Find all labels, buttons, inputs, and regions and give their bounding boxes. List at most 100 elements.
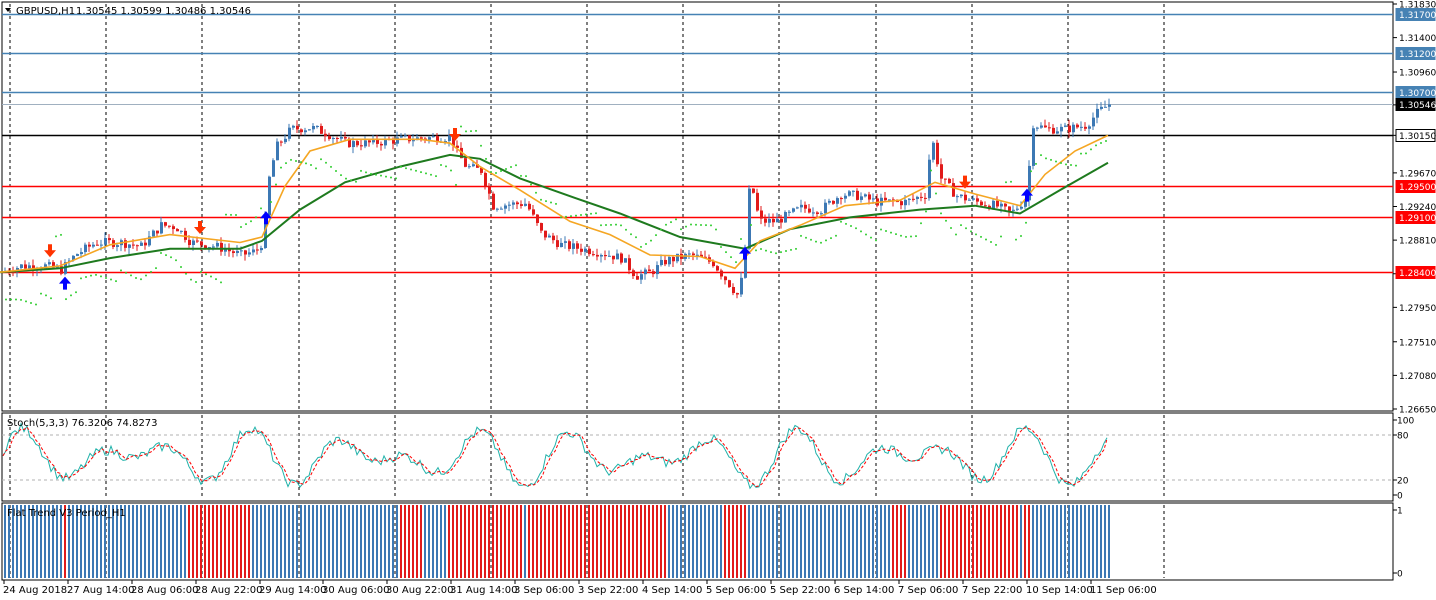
- flat-trend-bar: [384, 505, 386, 578]
- collapse-triangle-icon[interactable]: [5, 8, 11, 12]
- flat-trend-bar: [80, 505, 82, 578]
- flat-trend-bar: [888, 505, 890, 578]
- psar-dot: [880, 228, 882, 231]
- psar-dot: [45, 294, 47, 297]
- flat-trend-bar: [60, 505, 62, 578]
- candle-body: [452, 135, 455, 146]
- psar-dot: [380, 174, 382, 177]
- candle-body: [132, 244, 135, 246]
- flat-trend-bar: [952, 505, 954, 578]
- candle-body: [912, 198, 915, 200]
- psar-dot: [315, 167, 317, 170]
- candle-body: [240, 250, 243, 252]
- candle-body: [488, 186, 491, 194]
- psar-dot: [250, 220, 252, 223]
- flat-trend-bar: [912, 505, 914, 578]
- flat-trend-bar: [352, 505, 354, 578]
- psar-dot: [110, 278, 112, 281]
- psar-dot: [140, 278, 142, 281]
- candle-body: [292, 125, 295, 128]
- psar-dot: [415, 169, 417, 172]
- psar-dot: [105, 276, 107, 279]
- flat-trend-bar: [528, 505, 530, 578]
- psar-dot: [965, 227, 967, 230]
- psar-dot: [830, 237, 832, 240]
- flat-trend-bar: [476, 505, 478, 578]
- flat-trend-bar: [208, 505, 210, 578]
- flat-trend-bar: [432, 505, 434, 578]
- flat-trend-bar: [880, 505, 882, 578]
- psar-dot: [215, 278, 217, 281]
- candle-body: [484, 172, 487, 187]
- candle-body: [336, 138, 339, 140]
- flat-trend-bar: [632, 505, 634, 578]
- candle-body: [692, 253, 695, 256]
- stochastic-main-line: [2, 422, 1108, 490]
- candle-body: [724, 276, 727, 281]
- flat-trend-bar: [72, 505, 74, 578]
- psar-dot: [695, 223, 697, 226]
- flat-trend-bar: [20, 505, 22, 578]
- psar-dot: [930, 169, 932, 172]
- flat-trend-bar: [196, 505, 198, 578]
- psar-dot: [480, 144, 482, 147]
- stochastic-panel[interactable]: [1, 412, 1394, 502]
- candle-body: [392, 139, 395, 144]
- flat-trend-bar: [768, 505, 770, 578]
- flat-trend-bar: [980, 505, 982, 578]
- candle-body: [256, 249, 259, 251]
- candle-body: [544, 230, 547, 238]
- candle-body: [76, 254, 79, 256]
- psar-dot: [270, 201, 272, 204]
- price-tick-label: 1.29240: [1399, 203, 1436, 213]
- main-price-panel[interactable]: [1, 1, 1394, 412]
- candle-body: [32, 265, 35, 271]
- candle-body: [108, 238, 111, 241]
- flat-trend-bar: [740, 505, 742, 578]
- psar-dot: [190, 278, 192, 281]
- psar-dot: [870, 236, 872, 239]
- sell-arrow-icon: [449, 127, 461, 141]
- candle-body: [980, 201, 983, 206]
- candle-body: [360, 145, 363, 147]
- price-tick-label: 1.28810: [1399, 237, 1436, 247]
- flat-trend-bar: [328, 505, 330, 578]
- flat-trend-bar: [652, 505, 654, 578]
- flat-trend-bar: [896, 505, 898, 578]
- psar-dot: [15, 298, 17, 301]
- candle-body: [96, 244, 99, 246]
- candle-body: [740, 277, 743, 295]
- time-label: 7 Sep 06:00: [898, 585, 958, 596]
- psar-dot: [525, 175, 527, 178]
- flat-trend-bar: [380, 505, 382, 578]
- psar-dot: [440, 163, 442, 166]
- flat-trend-bar: [736, 505, 738, 578]
- psar-dot: [285, 162, 287, 165]
- candle-body: [72, 255, 75, 261]
- flat-trend-bar: [464, 505, 466, 578]
- psar-dot: [1005, 181, 1007, 184]
- flat-trend-bar: [932, 505, 934, 578]
- psar-dot: [490, 170, 492, 173]
- candle-body: [976, 198, 979, 202]
- psar-dot: [820, 241, 822, 244]
- candle-body: [504, 205, 507, 209]
- flat-trend-bar: [940, 505, 942, 578]
- psar-dot: [940, 212, 942, 215]
- psar-dot: [155, 267, 157, 270]
- candle-body: [368, 140, 371, 143]
- time-label: 10 Sep 14:00: [1026, 585, 1093, 596]
- psar-dot: [330, 165, 332, 168]
- psar-dot: [455, 183, 457, 186]
- flat-trend-bar: [904, 505, 906, 578]
- psar-dot: [340, 174, 342, 177]
- ohlc-values: 1.30545 1.30599 1.30486 1.30546: [76, 6, 251, 17]
- candle-body: [1100, 106, 1103, 109]
- flat-trend-bar: [416, 505, 418, 578]
- psar-dot: [730, 256, 732, 259]
- candle-body: [408, 135, 411, 142]
- flat-trend-bar: [276, 505, 278, 578]
- flat-trend-bar: [316, 505, 318, 578]
- psar-dot: [100, 275, 102, 278]
